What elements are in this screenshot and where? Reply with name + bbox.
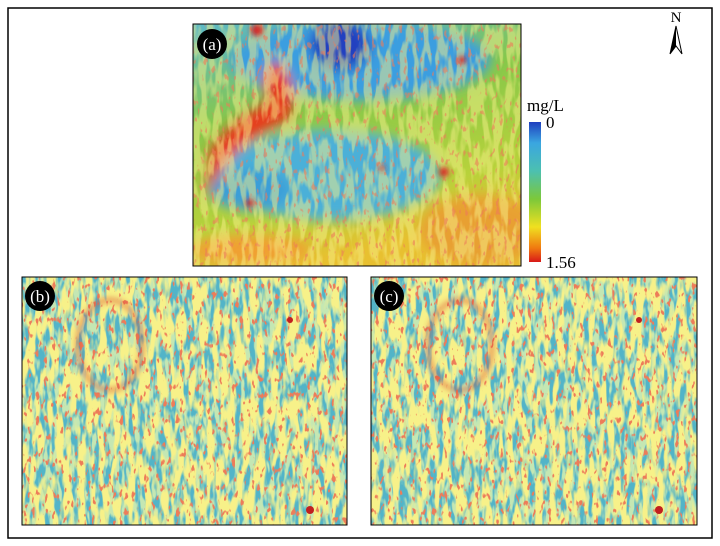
map-c [371, 277, 697, 525]
label-badge [374, 281, 404, 311]
map-a-frame [192, 23, 522, 267]
outer-frame [7, 7, 713, 539]
map-c-frame [370, 276, 698, 526]
map-b-frame [21, 276, 348, 526]
colorbar [529, 122, 541, 262]
north-label: N [671, 10, 682, 26]
map-b [22, 277, 347, 525]
colorbar-tick-label: 0 [546, 113, 555, 132]
map-a [193, 24, 521, 266]
panel-label: (a) [203, 35, 222, 54]
north-arrow-half [670, 26, 676, 54]
label-badge [197, 29, 227, 59]
colorbar-unit: mg/L [527, 96, 564, 115]
label-badge [25, 281, 55, 311]
colorbar-tick-label: 1.56 [546, 253, 576, 272]
panel-label: (c) [380, 287, 399, 306]
panel-label: (b) [30, 287, 50, 306]
